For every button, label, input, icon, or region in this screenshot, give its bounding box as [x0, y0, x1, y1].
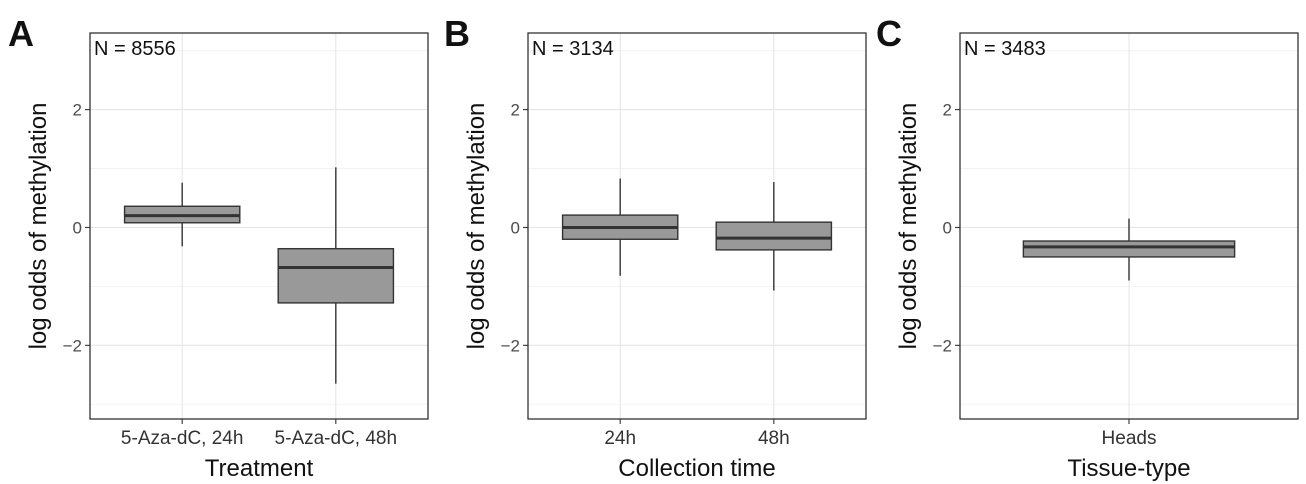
x-tick-label: 48h [758, 428, 790, 449]
x-tick-label: 5-Aza-dC, 24h [121, 428, 244, 449]
box-0 [123, 182, 241, 247]
box-0 [1022, 218, 1236, 281]
sample-size-annotation: N = 3483 [964, 38, 1046, 60]
sample-size-annotation: N = 3134 [532, 38, 614, 60]
x-axis-title: Collection time [618, 455, 775, 482]
x-tick-label: 24h [604, 428, 636, 449]
y-tick-label: −2 [63, 336, 82, 355]
x-tick-label: Heads [1102, 428, 1157, 449]
panel-border [89, 32, 429, 420]
y-axis-title: log odds of methylation [25, 103, 52, 350]
y-axis-title: log odds of methylation [463, 103, 490, 350]
y-tick-label: 2 [73, 101, 82, 120]
box-1 [277, 167, 395, 384]
y-axis-title: log odds of methylation [895, 103, 922, 350]
y-tick-label: 2 [511, 101, 520, 120]
y-tick-label: 2 [943, 101, 952, 120]
panel-letter: A [8, 13, 34, 54]
x-tick-label: 5-Aza-dC, 48h [275, 428, 398, 449]
y-tick-label: −2 [933, 336, 952, 355]
panel-a: −2 0 2 5-Aza-dC, 24h 5-Aza-dC, 48h Treatment l… [8, 13, 429, 482]
sample-size-annotation: N = 8556 [94, 38, 176, 60]
y-tick-label: 0 [943, 218, 952, 237]
x-axis-title: Treatment [205, 455, 314, 482]
panel-b: −2 0 2 24h 48h Collection time log odds of met… [444, 13, 867, 482]
panel-c: −2 0 2 Heads Tissue-type log odds of methylat… [876, 13, 1299, 482]
y-tick-label: 0 [73, 218, 82, 237]
box-body [1022, 240, 1236, 258]
x-axis-title: Tissue-type [1067, 455, 1190, 482]
y-tick-label: 0 [511, 218, 520, 237]
box-body [715, 221, 833, 251]
panel-border [527, 32, 867, 420]
y-tick-label: −2 [501, 336, 520, 355]
box-body [277, 247, 395, 304]
box-0 [561, 178, 679, 276]
panel-letter: B [444, 13, 470, 54]
box-1 [715, 182, 833, 291]
panel-letter: C [876, 13, 902, 54]
